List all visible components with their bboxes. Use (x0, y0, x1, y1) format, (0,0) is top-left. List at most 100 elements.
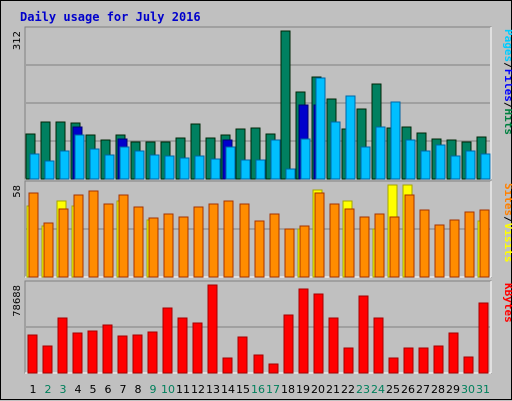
bar-pages-day-4 (74, 134, 85, 180)
bar-sites-day-30 (464, 211, 475, 278)
bar-pages-day-23 (360, 146, 371, 180)
day-label: 4 (75, 383, 82, 396)
panel-max-label: 312 (12, 31, 23, 50)
bar-kbytes-day-15 (237, 336, 248, 374)
bar-pages-day-22 (345, 95, 356, 180)
day-label: 15 (236, 383, 250, 396)
day-labels: 1 2 3 4 5 6 7 8 9 10 11 12 13 14 15 16 17 18 19 20 21 22 23 24 2… (30, 383, 491, 396)
chart-panels: 312Pages/Files/Hits58Sites/Visits78688KB… (12, 26, 512, 374)
bar-kbytes-day-3 (57, 317, 68, 374)
day-label: 18 (281, 383, 295, 396)
bar-sites-day-4 (73, 194, 84, 278)
day-label: 24 (371, 383, 385, 396)
bar-pages-day-20 (315, 77, 326, 180)
panel-max-label: 58 (12, 185, 23, 198)
bar-sites-day-8 (133, 206, 144, 278)
bar-sites-day-5 (88, 190, 99, 278)
day-label: 23 (356, 383, 370, 396)
day-label: 25 (386, 383, 400, 396)
bar-sites-day-24 (374, 213, 385, 278)
day-label: 27 (416, 383, 430, 396)
day-label: 30 (461, 383, 475, 396)
day-label: 21 (326, 383, 340, 396)
panel-visits-sites: 58 Sites/Visits (12, 180, 512, 278)
bar-pages-day-26 (405, 139, 416, 180)
bar-kbytes-day-10 (162, 307, 173, 374)
bar-pages-day-18 (285, 168, 296, 180)
day-label: 3 (60, 383, 67, 396)
bar-kbytes-day-18 (283, 314, 294, 374)
bar-kbytes-day-22 (343, 347, 354, 374)
day-label: 8 (135, 383, 142, 396)
bar-pages-day-19 (300, 138, 311, 180)
day-label: 9 (150, 383, 157, 396)
bar-kbytes-day-13 (207, 284, 218, 374)
bar-kbytes-day-6 (102, 324, 113, 374)
bar-pages-day-3 (59, 150, 70, 180)
bar-kbytes-day-27 (418, 347, 429, 374)
bar-kbytes-day-25 (388, 357, 399, 374)
bar-sites-day-17 (269, 213, 280, 278)
legend-entry: / (502, 62, 512, 69)
bar-pages-day-28 (435, 144, 446, 180)
bar-pages-day-31 (480, 153, 491, 180)
bar-sites-day-22 (344, 208, 355, 278)
day-label: 11 (176, 383, 190, 396)
bar-sites-day-29 (449, 219, 460, 278)
bar-sites-day-28 (434, 224, 445, 278)
bar-kbytes-day-28 (433, 345, 444, 374)
bar-pages-day-8 (134, 150, 145, 180)
bar-kbytes-day-24 (373, 317, 384, 374)
bar-sites-day-2 (43, 222, 54, 278)
panel-kbytes: 78688 KBytes (12, 280, 512, 374)
day-label: 19 (296, 383, 310, 396)
chart-title: Daily usage for July 2016 (20, 10, 201, 24)
bar-kbytes-day-31 (478, 302, 489, 374)
legend-entry: Sites (502, 183, 512, 216)
bar-kbytes-day-17 (268, 363, 279, 374)
bar-pages-day-24 (375, 126, 386, 180)
bar-sites-day-23 (359, 216, 370, 278)
bar-pages-day-29 (450, 155, 461, 180)
bar-sites-day-12 (193, 206, 204, 278)
day-label: 29 (446, 383, 460, 396)
bar-sites-day-26 (404, 194, 415, 278)
bar-kbytes-day-16 (253, 354, 264, 374)
bar-pages-day-21 (330, 121, 341, 180)
bar-pages-day-25 (390, 101, 401, 180)
bar-kbytes-day-23 (358, 295, 369, 374)
bar-sites-day-9 (148, 217, 159, 278)
bar-sites-day-3 (58, 208, 69, 278)
bar-hits-day-18 (280, 30, 291, 180)
bar-pages-day-27 (420, 150, 431, 180)
bar-sites-day-25 (389, 216, 400, 278)
day-label: 6 (105, 383, 112, 396)
bar-pages-day-9 (149, 154, 160, 180)
panel-max-label: 78688 (12, 285, 23, 317)
bar-sites-day-20 (314, 192, 325, 278)
bar-pages-day-6 (104, 154, 115, 180)
bar-kbytes-day-12 (192, 322, 203, 374)
day-label: 5 (90, 383, 97, 396)
bar-sites-day-14 (223, 200, 234, 278)
day-label: 12 (191, 383, 205, 396)
bar-sites-day-21 (329, 203, 340, 278)
panel-legend: Pages/Files/Hits (502, 29, 512, 135)
bar-kbytes-day-9 (147, 331, 158, 374)
bar-kbytes-day-19 (298, 288, 309, 374)
bar-pages-day-13 (210, 158, 221, 180)
bar-pages-day-30 (465, 150, 476, 180)
bar-kbytes-day-26 (403, 347, 414, 374)
bar-sites-day-18 (284, 228, 295, 278)
bar-pages-day-14 (225, 146, 236, 180)
legend-entry: / (502, 216, 512, 223)
bar-pages-day-16 (255, 159, 266, 180)
bar-pages-day-2 (44, 160, 55, 180)
day-label: 2 (45, 383, 52, 396)
legend-entry: Hits (502, 109, 512, 136)
bar-sites-day-16 (254, 220, 265, 278)
day-label: 20 (311, 383, 325, 396)
bar-kbytes-day-11 (177, 317, 188, 374)
legend-entry: Files (502, 69, 512, 102)
